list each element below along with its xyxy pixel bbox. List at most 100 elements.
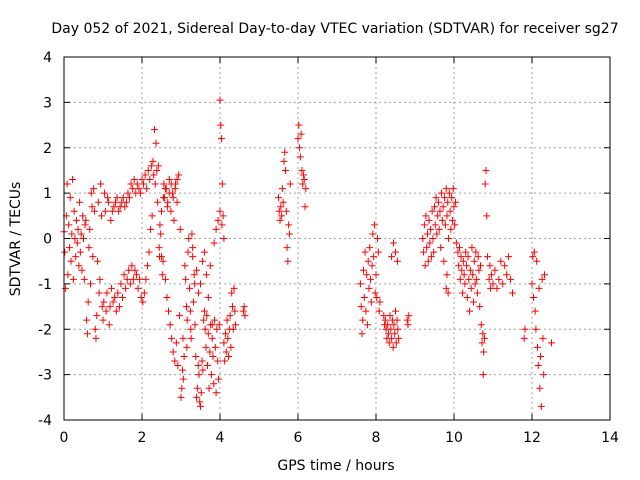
data-point: [169, 194, 177, 202]
data-point: [520, 334, 528, 342]
data-point: [548, 339, 555, 347]
data-point: [214, 357, 222, 365]
data-point: [385, 339, 393, 347]
data-point: [427, 225, 435, 233]
data-point: [97, 212, 105, 220]
data-point: [284, 257, 292, 265]
data-point: [232, 321, 240, 329]
data-point: [206, 348, 214, 356]
data-point: [467, 284, 475, 292]
data-point: [434, 212, 442, 220]
data-point: [357, 303, 365, 311]
data-point: [369, 230, 377, 238]
data-point: [165, 307, 173, 315]
data-point: [109, 298, 117, 306]
data-point: [105, 321, 113, 329]
data-point: [88, 203, 96, 211]
data-point: [222, 348, 230, 356]
data-point: [452, 239, 460, 247]
data-point: [95, 289, 103, 297]
data-point: [65, 244, 73, 252]
data-point: [206, 262, 214, 270]
data-point: [454, 248, 462, 256]
data-point: [156, 253, 164, 261]
data-point: [175, 171, 183, 179]
data-point: [296, 144, 304, 152]
data-point: [499, 280, 507, 288]
data-point: [186, 284, 194, 292]
data-point: [528, 280, 536, 288]
data-point: [83, 330, 91, 338]
data-point: [540, 371, 548, 379]
data-point: [421, 262, 429, 270]
data-point: [282, 207, 290, 215]
data-point: [136, 275, 144, 283]
data-point: [214, 375, 222, 383]
data-point: [131, 266, 139, 274]
data-point: [470, 257, 478, 265]
data-point: [101, 189, 109, 197]
data-point: [102, 307, 110, 315]
data-point: [112, 307, 120, 315]
data-point: [168, 334, 176, 342]
data-point: [178, 384, 186, 392]
data-point: [278, 185, 286, 193]
data-point: [299, 180, 307, 188]
data-point: [393, 316, 401, 324]
data-point: [122, 284, 130, 292]
data-point: [424, 257, 432, 265]
data-point: [301, 203, 309, 211]
data-point: [241, 312, 249, 320]
data-point: [473, 275, 481, 283]
data-point: [509, 289, 516, 297]
data-point: [68, 230, 76, 238]
data-point: [193, 393, 201, 401]
data-point: [356, 280, 364, 288]
data-point: [460, 271, 468, 279]
data-point: [393, 257, 401, 265]
data-point: [207, 371, 215, 379]
data-point: [228, 289, 236, 297]
data-point: [114, 289, 122, 297]
data-point: [179, 375, 187, 383]
data-point: [86, 225, 94, 233]
data-point: [218, 221, 226, 229]
data-point: [419, 235, 427, 242]
data-point: [208, 321, 216, 329]
data-point: [470, 298, 477, 306]
data-point: [158, 207, 165, 215]
data-point: [84, 298, 92, 306]
data-point: [389, 343, 397, 351]
data-point: [387, 325, 395, 333]
data-point: [532, 325, 540, 333]
data-point: [195, 371, 203, 379]
data-point: [121, 203, 129, 211]
data-point: [437, 244, 445, 252]
data-point: [438, 216, 446, 224]
data-point: [197, 280, 204, 288]
data-point: [66, 194, 74, 202]
data-point: [521, 325, 529, 333]
data-point: [215, 321, 223, 329]
data-point: [381, 316, 389, 324]
data-point: [370, 221, 378, 229]
data-point: [111, 198, 119, 206]
data-point: [445, 189, 453, 197]
data-point: [391, 330, 399, 338]
data-point: [359, 316, 367, 324]
axis-ticks: [63, 56, 611, 421]
data-point: [474, 253, 482, 261]
data-point: [455, 244, 463, 252]
data-point: [138, 176, 146, 184]
data-point: [441, 194, 449, 202]
x-tick-label: 8: [372, 430, 381, 446]
data-point: [285, 230, 293, 238]
data-point: [141, 171, 149, 179]
data-point: [229, 325, 237, 333]
data-point: [85, 244, 93, 252]
data-point: [370, 253, 378, 261]
data-point: [473, 289, 481, 297]
data-point: [136, 189, 144, 197]
data-point: [434, 198, 442, 206]
